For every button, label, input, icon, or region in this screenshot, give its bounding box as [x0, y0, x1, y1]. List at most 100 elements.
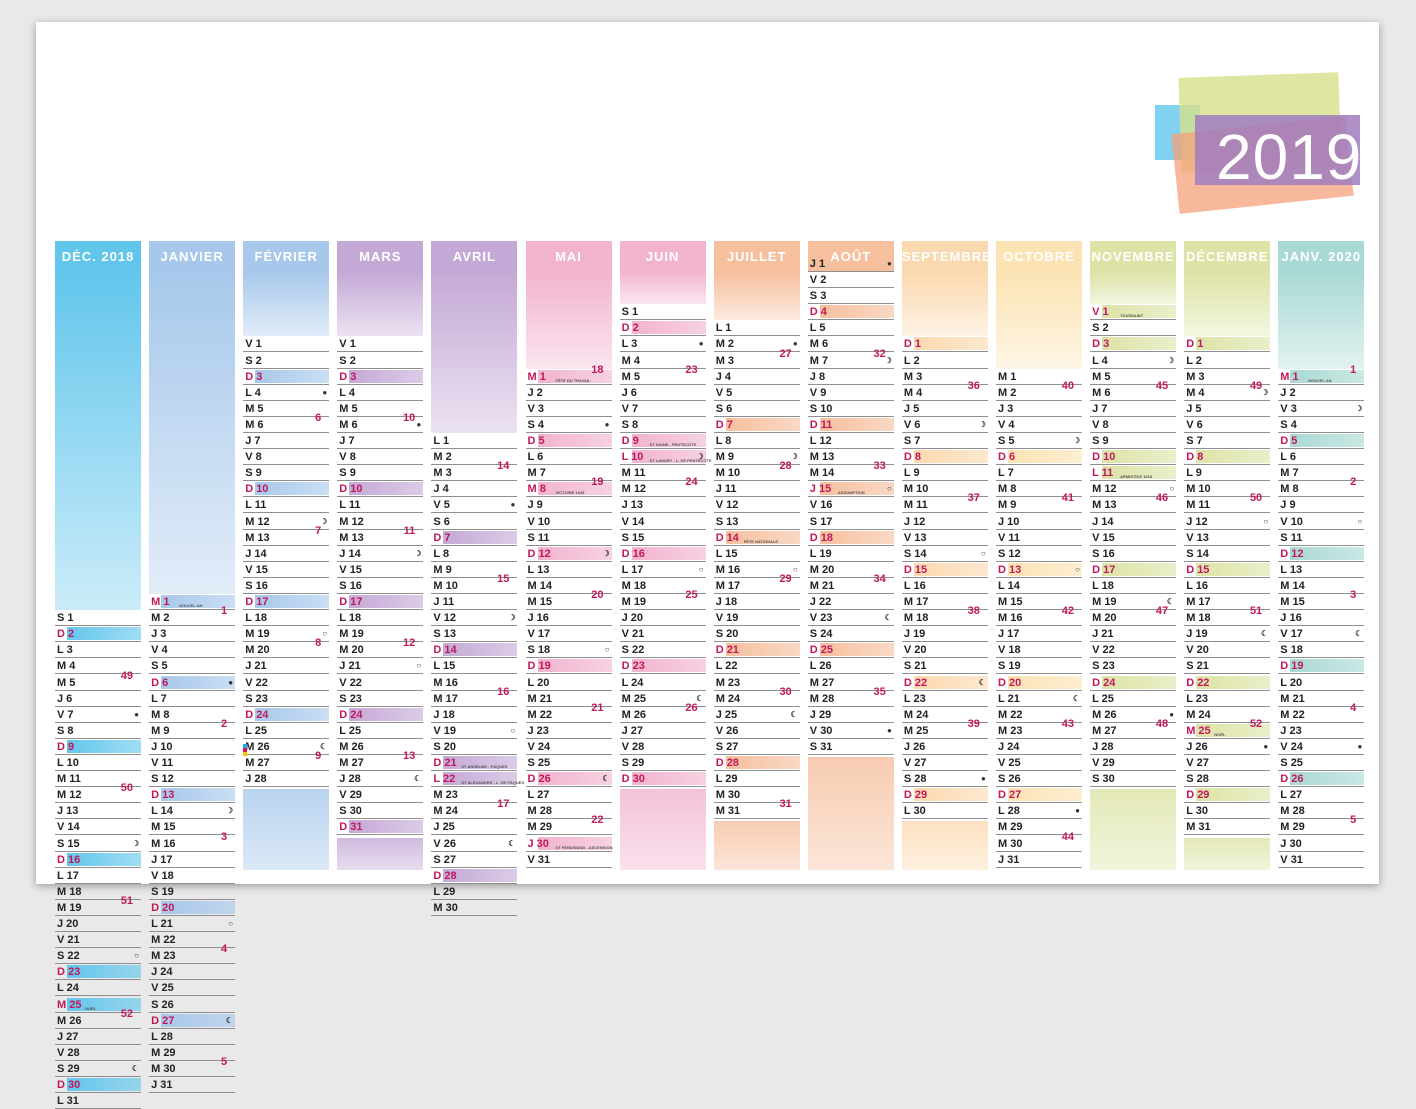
moon-phase-icon: ●: [228, 677, 234, 687]
day-label: J 6: [57, 692, 73, 705]
week-number: 11: [403, 524, 416, 537]
month-filler-top: [619, 272, 706, 305]
day-label: S 27: [715, 740, 739, 753]
day-label: V 6: [1186, 418, 1203, 431]
day-row: L 9: [901, 465, 988, 482]
highlight-band: [725, 643, 800, 657]
day-label: M 5: [245, 402, 264, 415]
day-row: J 12 ○: [1184, 514, 1271, 530]
day-label: V 31: [1280, 853, 1303, 866]
day-label: M 8: [1280, 483, 1299, 496]
day-row: S 20: [431, 739, 518, 755]
day-row: M 30 44: [996, 831, 1082, 852]
day-row: V 19: [713, 610, 800, 627]
day-row: S 7: [901, 433, 988, 450]
highlight-band: [819, 482, 894, 496]
day-label: J 8: [809, 370, 826, 383]
day-label: D 15: [1186, 563, 1210, 576]
day-row: L 16: [901, 578, 988, 594]
day-row: M 19 ☾: [1090, 594, 1177, 611]
week-number: 49: [120, 669, 133, 682]
month-name: MARS: [359, 249, 402, 264]
day-row: S 19: [996, 658, 1082, 675]
day-label: S 26: [151, 998, 174, 1011]
day-row: V 15: [337, 562, 424, 578]
day-row: L 30: [901, 803, 988, 820]
week-number: 16: [497, 685, 510, 698]
day-row: M 20 12: [337, 637, 424, 659]
day-label: S 21: [1186, 660, 1209, 673]
day-label: S 12: [151, 773, 174, 786]
week-number: 36: [967, 379, 980, 392]
day-label: L 27: [527, 789, 550, 802]
moon-phase-icon: ●: [1357, 741, 1363, 751]
day-row: D 10: [243, 481, 330, 498]
month-name: AVRIL: [452, 249, 496, 264]
day-row: S 22: [619, 642, 706, 659]
day-label: S 1: [621, 306, 639, 319]
day-row: V 12: [713, 497, 800, 514]
holiday-note: NOUVEL AN: [179, 603, 203, 608]
week-number: 51: [1249, 605, 1263, 618]
day-label: S 2: [339, 354, 356, 367]
moon-phase-icon: ●: [416, 419, 422, 429]
day-row: M 17: [1184, 594, 1271, 611]
day-row: V 25: [996, 755, 1082, 772]
day-label: S 8: [57, 724, 74, 737]
day-row: V 20: [1184, 642, 1271, 659]
day-label: D 14: [433, 644, 457, 657]
highlight-band: [537, 369, 612, 383]
day-label: M 14: [809, 467, 835, 480]
day-row: V 26: [713, 723, 800, 739]
month-filler-top: [55, 272, 141, 611]
day-row: M 5 49: [55, 670, 141, 691]
week-number: 47: [1155, 605, 1169, 618]
week-number: 30: [779, 685, 792, 698]
day-label: D 6: [151, 676, 169, 689]
month-filler-top: [1278, 272, 1365, 369]
day-row: L 10: [55, 755, 141, 772]
day-label: S 23: [339, 692, 362, 705]
day-row: L 12: [807, 433, 894, 450]
day-row: L 19: [807, 546, 894, 562]
day-label: S 24: [809, 628, 833, 641]
month-column: AOÛT J 1 ● V 2 S 3 D 4 L 5 M 6 M 7 32 ☽ J 8 V 9 S 10 D…: [807, 241, 894, 884]
day-label: D 22: [1186, 676, 1210, 689]
month-header: JANV. 2020: [1278, 241, 1365, 272]
day-label: M 23: [151, 950, 176, 963]
day-label: L 8: [433, 547, 450, 560]
moon-phase-icon: ☽: [790, 452, 798, 462]
day-label: S 10: [809, 402, 833, 415]
day-row: M 14: [1278, 578, 1365, 594]
day-label: M 8: [527, 483, 546, 496]
day-row: J 31: [996, 852, 1082, 868]
day-label: L 1: [715, 322, 732, 335]
day-label: L 19: [809, 547, 832, 560]
day-row: M 10: [1184, 481, 1271, 498]
holiday-note: ST DIANE - PENTECÔTE: [649, 442, 697, 447]
day-label: V 17: [527, 628, 551, 641]
week-number: 37: [967, 492, 980, 505]
highlight-band: [631, 772, 706, 786]
week-number: 23: [685, 363, 698, 376]
day-row: M 1 NOUVEL AN: [149, 594, 236, 611]
day-label: M 16: [998, 612, 1023, 625]
day-row: S 18: [1278, 642, 1365, 659]
day-row: S 12: [996, 546, 1082, 562]
week-number: 6: [315, 411, 322, 424]
day-label: M 2: [998, 386, 1017, 399]
day-row: M 8: [149, 707, 236, 723]
day-row: L 10 ☽ ST LANDRY - L. DE PENTECÔTE: [619, 449, 712, 466]
day-row: M 25 39: [901, 718, 988, 739]
day-label: L 2: [1186, 354, 1202, 367]
day-label: D 30: [57, 1079, 81, 1091]
day-label: D 10: [245, 483, 269, 496]
day-row: J 1 ●: [807, 256, 894, 272]
moon-phase-icon: ○: [604, 645, 610, 655]
day-label: J 7: [339, 435, 355, 447]
day-row: D 15: [1184, 562, 1271, 578]
day-label: M 30: [715, 789, 741, 802]
month-name: SEPTEMBRE: [901, 249, 992, 264]
highlight-band: [1290, 434, 1365, 448]
day-label: D 20: [151, 901, 175, 914]
